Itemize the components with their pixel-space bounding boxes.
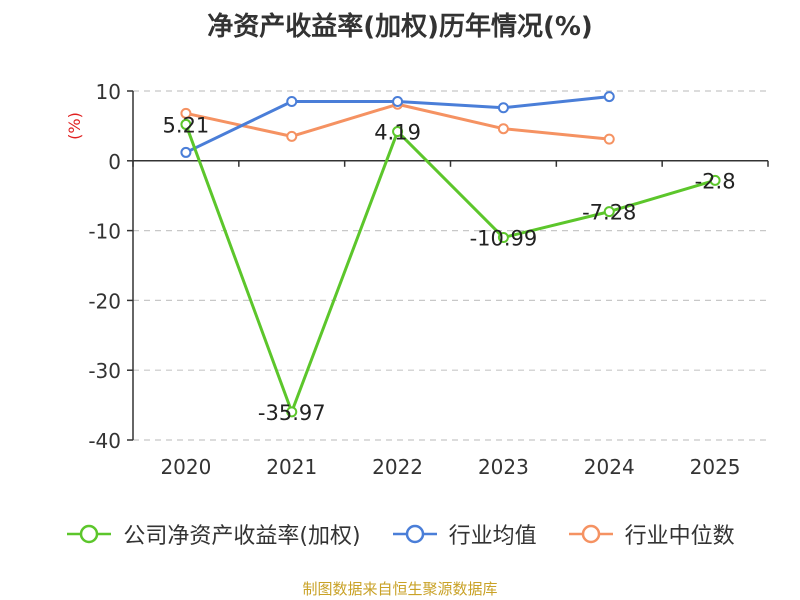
x-tick-label: 2023 [478, 455, 529, 479]
series-point-1 [286, 95, 298, 107]
data-label: 4.19 [374, 121, 421, 145]
legend-item-industry-mean[interactable]: 行业均值 [391, 518, 537, 550]
x-tick-label: 2022 [372, 455, 423, 479]
y-tick-label: -20 [88, 289, 121, 313]
data-label: -10.99 [470, 227, 538, 251]
legend-marker-company-roe [67, 524, 112, 544]
legend-item-company-roe[interactable]: 公司净资产收益率(加权) [65, 518, 361, 550]
legend-item-industry-median[interactable]: 行业中位数 [567, 518, 735, 550]
y-tick-label: -40 [88, 429, 121, 453]
data-labels: 5.21 -35.97 4.19 -10.99 -7.28 -2.8 [163, 113, 736, 424]
series-point-1 [392, 95, 404, 107]
series-point-2 [286, 130, 298, 142]
series-point-0 [392, 126, 404, 138]
x-tick-label: 2021 [266, 455, 317, 479]
series-point-2 [603, 133, 615, 145]
x-tick-label: 2025 [690, 455, 741, 479]
y-axis-unit-label: (%) [65, 112, 84, 140]
legend-label-industry-median: 行业中位数 [624, 524, 735, 549]
series-point-2 [180, 107, 192, 119]
y-tick-label: -10 [88, 220, 121, 244]
grid-lines [133, 90, 768, 441]
series-point-0 [603, 206, 615, 218]
x-tick-label: 2020 [160, 455, 211, 479]
series-line-0 [184, 123, 716, 414]
series-point-0 [709, 174, 721, 186]
x-tick-label: 2024 [584, 455, 635, 479]
y-tick-label: 0 [108, 150, 121, 174]
series-point-1 [603, 91, 615, 103]
series-point-0 [497, 232, 509, 244]
legend-label-industry-mean: 行业均值 [448, 524, 537, 549]
data-label: -35.97 [258, 401, 326, 425]
chart-title: 净资产收益率(加权)历年情况(%) [207, 12, 593, 42]
legend-marker-industry-mean [392, 524, 437, 544]
y-tick-label: -30 [88, 359, 121, 383]
y-tick-label: 10 [96, 80, 121, 104]
series-point-1 [497, 102, 509, 114]
data-label: 5.21 [163, 113, 210, 137]
legend: 公司净资产收益率(加权) 行业均值 行业中位数 [0, 518, 800, 550]
series-point-1 [180, 146, 192, 158]
data-label: -2.8 [695, 169, 736, 193]
series-point-0 [180, 118, 192, 130]
data-label: -7.28 [582, 201, 636, 225]
series-point-2 [497, 123, 509, 135]
data-source-note: 制图数据来自恒生聚源数据库 [302, 580, 498, 598]
legend-marker-industry-median [568, 524, 613, 544]
series-point-0 [286, 406, 298, 418]
series-group [180, 91, 721, 418]
axes: 10 0 -10 -20 -30 -40 2020 2021 2022 2023 2024 2025 (… [65, 80, 769, 479]
legend-label-company-roe: 公司净资产收益率(加权) [123, 524, 361, 549]
